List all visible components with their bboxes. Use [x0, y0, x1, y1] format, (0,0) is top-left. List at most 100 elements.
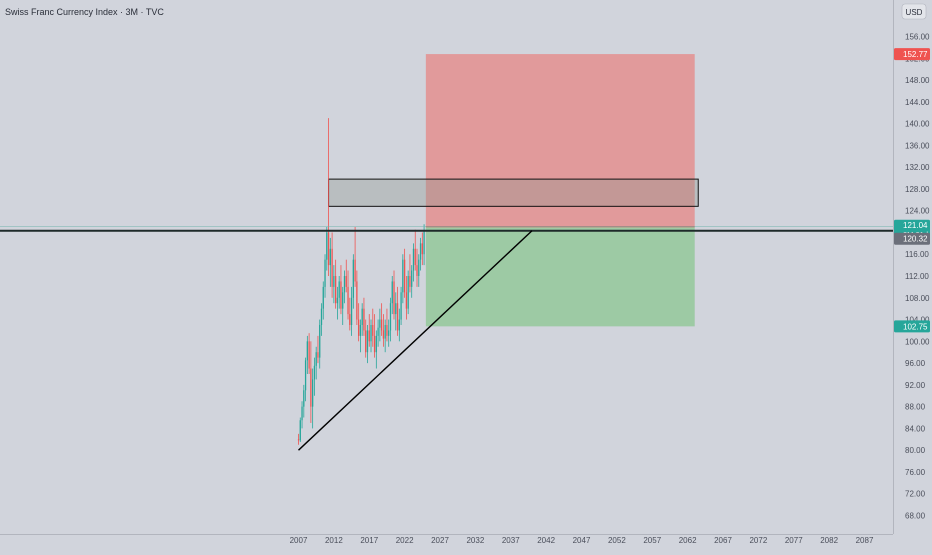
x-tick-label: 2047: [573, 536, 591, 545]
candle-body: [334, 276, 337, 304]
candle-body: [403, 259, 406, 293]
candle: [310, 341, 312, 423]
candle: [347, 270, 349, 320]
candle-body: [384, 324, 386, 339]
last-price-tag-bg: [894, 232, 930, 245]
candle: [352, 254, 354, 309]
candle-body: [405, 292, 408, 309]
candle-body: [400, 292, 402, 320]
candle-body: [402, 259, 404, 293]
currency-button[interactable]: USD: [901, 3, 927, 20]
x-tick-label: 2022: [396, 536, 414, 545]
candle-body: [416, 265, 418, 276]
candle-body: [396, 303, 399, 331]
candle: [303, 384, 305, 418]
x-tick-label: 2057: [643, 536, 661, 545]
candle-body: [342, 292, 344, 309]
candle-body: [333, 276, 335, 287]
candle-body: [306, 341, 308, 361]
candle-body: [379, 319, 381, 328]
candle-body: [319, 324, 321, 358]
candle: [393, 270, 395, 320]
stop-loss-zone[interactable]: [425, 54, 695, 227]
candle-body: [301, 406, 303, 421]
entry-price-text: 121.04: [903, 221, 928, 230]
candle: [382, 314, 385, 347]
candle-body: [395, 303, 397, 315]
y-tick-label: 100.00: [905, 337, 930, 346]
x-tick-label: 2032: [466, 536, 484, 545]
candle-body: [322, 286, 324, 309]
candle: [389, 297, 392, 342]
candle-body: [313, 365, 316, 380]
x-tick-label: 2062: [679, 536, 697, 545]
candle-body: [310, 368, 312, 407]
candle: [299, 417, 301, 443]
candle: [338, 276, 340, 309]
candle: [297, 433, 300, 445]
candle: [407, 270, 409, 315]
candle-body: [380, 319, 383, 331]
candle: [315, 346, 317, 380]
candle: [419, 237, 422, 271]
y-tick-label: 124.00: [905, 207, 930, 216]
candle: [349, 297, 351, 331]
y-tick-label: 84.00: [905, 424, 926, 433]
candle: [324, 254, 326, 298]
candle: [421, 232, 423, 266]
candle: [308, 333, 310, 374]
candle: [363, 297, 365, 336]
candle: [398, 308, 400, 342]
ascending-trendline[interactable]: [298, 230, 533, 451]
y-tick-label: 108.00: [905, 294, 930, 303]
y-tick-label: 72.00: [905, 490, 926, 499]
candle: [329, 237, 331, 287]
candle: [350, 286, 353, 336]
candle: [334, 259, 337, 309]
x-tick-label: 2042: [537, 536, 555, 545]
candle: [375, 330, 377, 369]
candle-body: [340, 281, 342, 309]
candle: [331, 232, 333, 298]
candle-body: [363, 308, 365, 331]
last-price-tag: 120.32: [894, 232, 930, 245]
candle-body: [411, 270, 413, 287]
candle: [405, 276, 408, 320]
candle-body: [373, 335, 376, 353]
candle: [304, 357, 307, 402]
candle: [384, 319, 386, 353]
candle: [313, 357, 316, 396]
candle: [306, 335, 308, 374]
candle: [320, 303, 323, 336]
candle-body: [361, 308, 363, 325]
y-tick-label: 96.00: [905, 359, 926, 368]
candle-body: [388, 330, 390, 336]
candle-body: [345, 276, 347, 287]
candle: [370, 319, 372, 353]
candle: [340, 265, 342, 315]
candle-body: [297, 439, 300, 441]
candle: [412, 243, 415, 282]
candle-body: [366, 330, 369, 353]
y-tick-label: 132.00: [905, 163, 930, 172]
chart-title: Swiss Franc Currency Index · 3M · TVC: [5, 7, 164, 17]
candle-body: [412, 248, 415, 271]
candle-body: [386, 324, 388, 336]
candle-body: [354, 259, 356, 282]
candle: [403, 248, 406, 298]
candle-body: [324, 259, 326, 287]
candle: [354, 227, 356, 287]
candle: [368, 314, 370, 347]
resistance-rectangle[interactable]: [328, 178, 699, 207]
y-tick-label: 80.00: [905, 446, 926, 455]
candle-body: [407, 276, 409, 309]
candle-body: [304, 360, 307, 391]
candle-body: [326, 232, 328, 260]
candle-body: [419, 243, 422, 260]
target-price-tag-bg: [894, 320, 930, 333]
candle: [366, 324, 369, 364]
take-profit-zone[interactable]: [425, 226, 695, 327]
x-tick-label: 2037: [502, 536, 520, 545]
